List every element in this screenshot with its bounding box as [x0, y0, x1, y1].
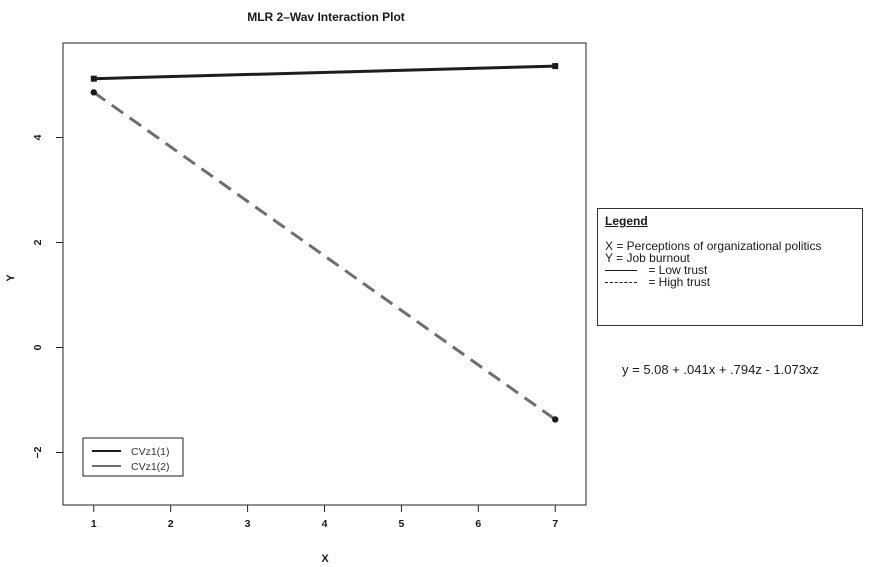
x-tick-label: 3 — [245, 518, 251, 530]
plot-legend: CVz1(1) CVz1(2) — [82, 437, 184, 477]
x-axis-label: X — [321, 553, 329, 565]
series-layer — [90, 63, 559, 423]
series-1-point — [90, 75, 97, 82]
legend-label-cvz1-1: CVz1(1) — [131, 446, 170, 458]
series-2-point — [552, 416, 559, 423]
x-tick-label: 5 — [398, 518, 404, 530]
side-legend-y-line: Y = Job burnout — [605, 251, 690, 265]
side-legend-title: Legend — [605, 214, 648, 228]
y-tick-label: 0 — [32, 344, 44, 350]
x-tick-label: 7 — [552, 518, 558, 530]
axis-ticks: 1 2 3 4 5 6 7 −2 0 2 4 — [32, 134, 559, 530]
plot-frame — [62, 42, 587, 506]
side-legend-low-row: = Low trust — [605, 264, 855, 276]
y-tick-label: 4 — [32, 134, 44, 140]
series-1-point — [552, 63, 559, 70]
regression-equation: y = 5.08 + .041x + .794z - 1.073xz — [622, 362, 819, 377]
side-legend-x-line: X = Perceptions of organizational politi… — [605, 239, 822, 253]
x-tick-label: 1 — [91, 518, 97, 530]
solid-line-sample — [605, 270, 637, 272]
y-axis-label: Y — [5, 274, 17, 282]
side-legend-low-label: = Low trust — [645, 263, 708, 277]
y-tick-label: 2 — [32, 239, 44, 245]
series-2-point — [90, 89, 97, 96]
x-tick-label: 6 — [475, 518, 481, 530]
plot-legend-box — [82, 437, 184, 477]
dashed-line-sample — [605, 282, 637, 284]
side-legend-high-label: = High trust — [645, 275, 711, 289]
y-tick-label: −2 — [32, 446, 44, 458]
side-legend-high-row: = High trust — [605, 276, 855, 288]
x-tick-label: 4 — [322, 518, 328, 530]
chart-title: MLR 2–Wav Interaction Plot — [247, 10, 405, 24]
legend-label-cvz1-2: CVz1(2) — [131, 461, 170, 473]
x-tick-label: 2 — [168, 518, 174, 530]
side-legend: Legend X = Perceptions of organizational… — [597, 208, 863, 326]
series-line-1 — [93, 64, 556, 81]
series-line-2 — [92, 91, 557, 421]
